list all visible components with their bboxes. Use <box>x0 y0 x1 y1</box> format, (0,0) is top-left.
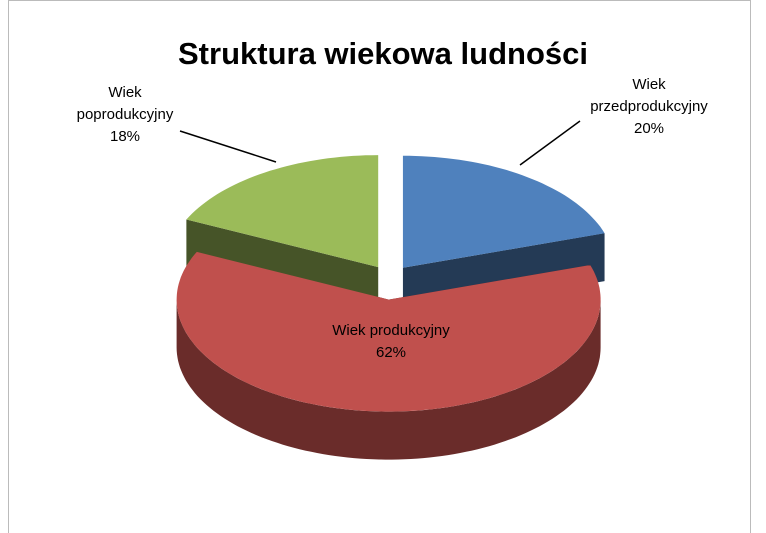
slice <box>176 251 601 412</box>
slice-label: Wiek poprodukcyjny 18% <box>60 82 190 148</box>
slice-side <box>176 299 601 460</box>
slice-label: Wiek przedprodukcyjny 20% <box>590 74 708 140</box>
category-label: Wiek produkcyjny <box>332 322 450 339</box>
category-label: Wiek poprodukcyjny <box>76 84 174 123</box>
chart-title: Struktura wiekowa ludności <box>178 36 588 71</box>
slice-label: Wiek produkcyjny 62% <box>316 320 466 364</box>
slice <box>186 155 379 268</box>
value-label: 62% <box>375 344 407 361</box>
value-label: 20% <box>633 120 665 137</box>
category-label: Wiek przedprodukcyjny <box>590 76 708 115</box>
slice-tops <box>176 155 605 412</box>
leader-line <box>519 120 581 166</box>
leader-line <box>179 130 277 163</box>
slice <box>402 155 605 268</box>
value-label: 18% <box>109 128 141 145</box>
